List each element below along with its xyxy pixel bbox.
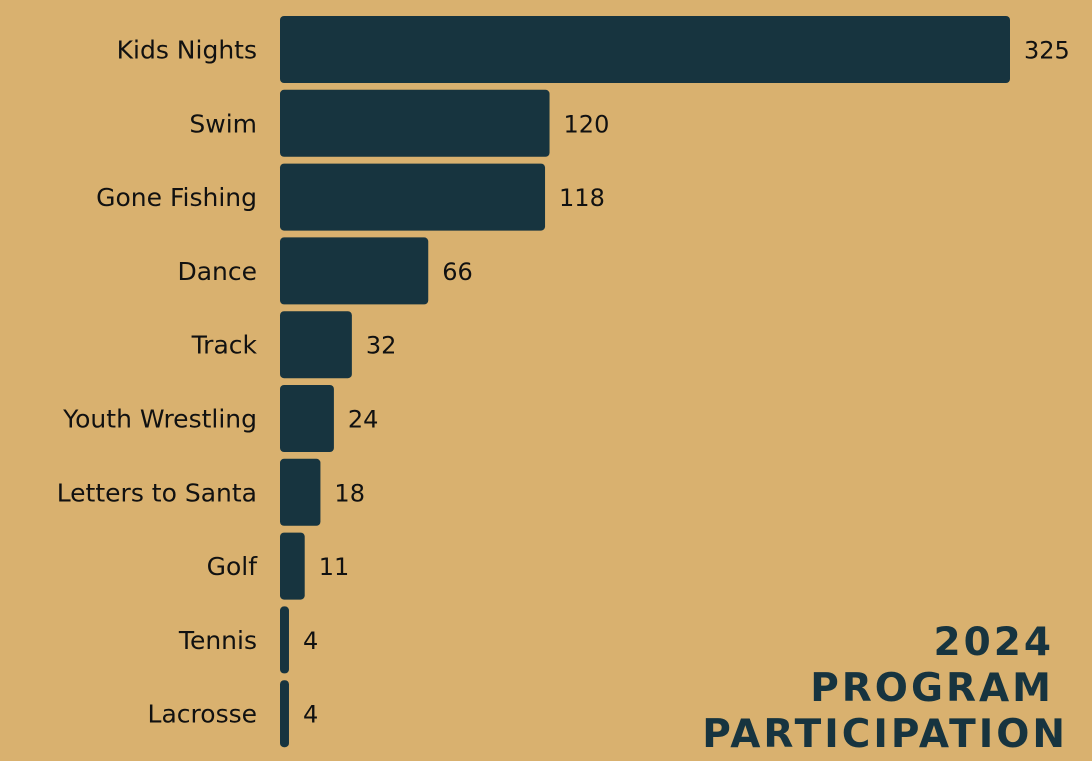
value-label-tennis: 4	[303, 627, 318, 655]
chart-title: 2024 PROGRAM PARTICIPATION	[702, 620, 1068, 757]
value-label-kids-nights: 325	[1024, 37, 1070, 65]
value-label-youth-wrestling: 24	[348, 406, 379, 434]
chart-title-line-2: PROGRAM	[810, 666, 1054, 711]
bar-lacrosse	[280, 680, 289, 748]
bar-golf	[280, 532, 305, 600]
category-label-swim: Swim	[189, 109, 257, 138]
category-label-youth-wrestling: Youth Wrestling	[62, 405, 257, 434]
bar-swim	[280, 89, 550, 157]
category-label-track: Track	[191, 331, 258, 360]
category-label-kids-nights: Kids Nights	[117, 36, 257, 65]
value-label-gone-fishing: 118	[559, 184, 605, 212]
bar-gone-fishing	[280, 163, 546, 231]
bar-dance	[280, 237, 429, 305]
bar-track	[280, 311, 352, 379]
bar-tennis	[280, 606, 289, 674]
bar-youth-wrestling	[280, 385, 334, 452]
value-label-dance: 66	[442, 258, 473, 286]
category-label-tennis: Tennis	[178, 626, 257, 655]
category-label-lacrosse: Lacrosse	[148, 700, 257, 729]
bar-letters-to-santa	[280, 458, 321, 526]
value-label-swim: 120	[564, 110, 610, 138]
category-labels-group: Kids Nights Swim Gone Fishing Dance Track You…	[57, 36, 259, 729]
value-labels-group: 325 120 118 66 32 24 18 11 4 4	[303, 37, 1070, 729]
value-label-letters-to-santa: 18	[334, 479, 365, 507]
value-label-golf: 11	[319, 553, 350, 581]
chart-title-line-3: PARTICIPATION	[702, 712, 1068, 757]
value-label-track: 32	[366, 332, 397, 360]
category-label-gone-fishing: Gone Fishing	[96, 183, 257, 212]
bar-kids-nights	[280, 16, 1010, 83]
category-label-golf: Golf	[207, 552, 259, 581]
category-label-dance: Dance	[177, 257, 257, 286]
bars-group	[280, 16, 1010, 748]
category-label-letters-to-santa: Letters to Santa	[57, 478, 257, 507]
value-label-lacrosse: 4	[303, 701, 318, 729]
chart-title-line-1: 2024	[933, 620, 1054, 665]
